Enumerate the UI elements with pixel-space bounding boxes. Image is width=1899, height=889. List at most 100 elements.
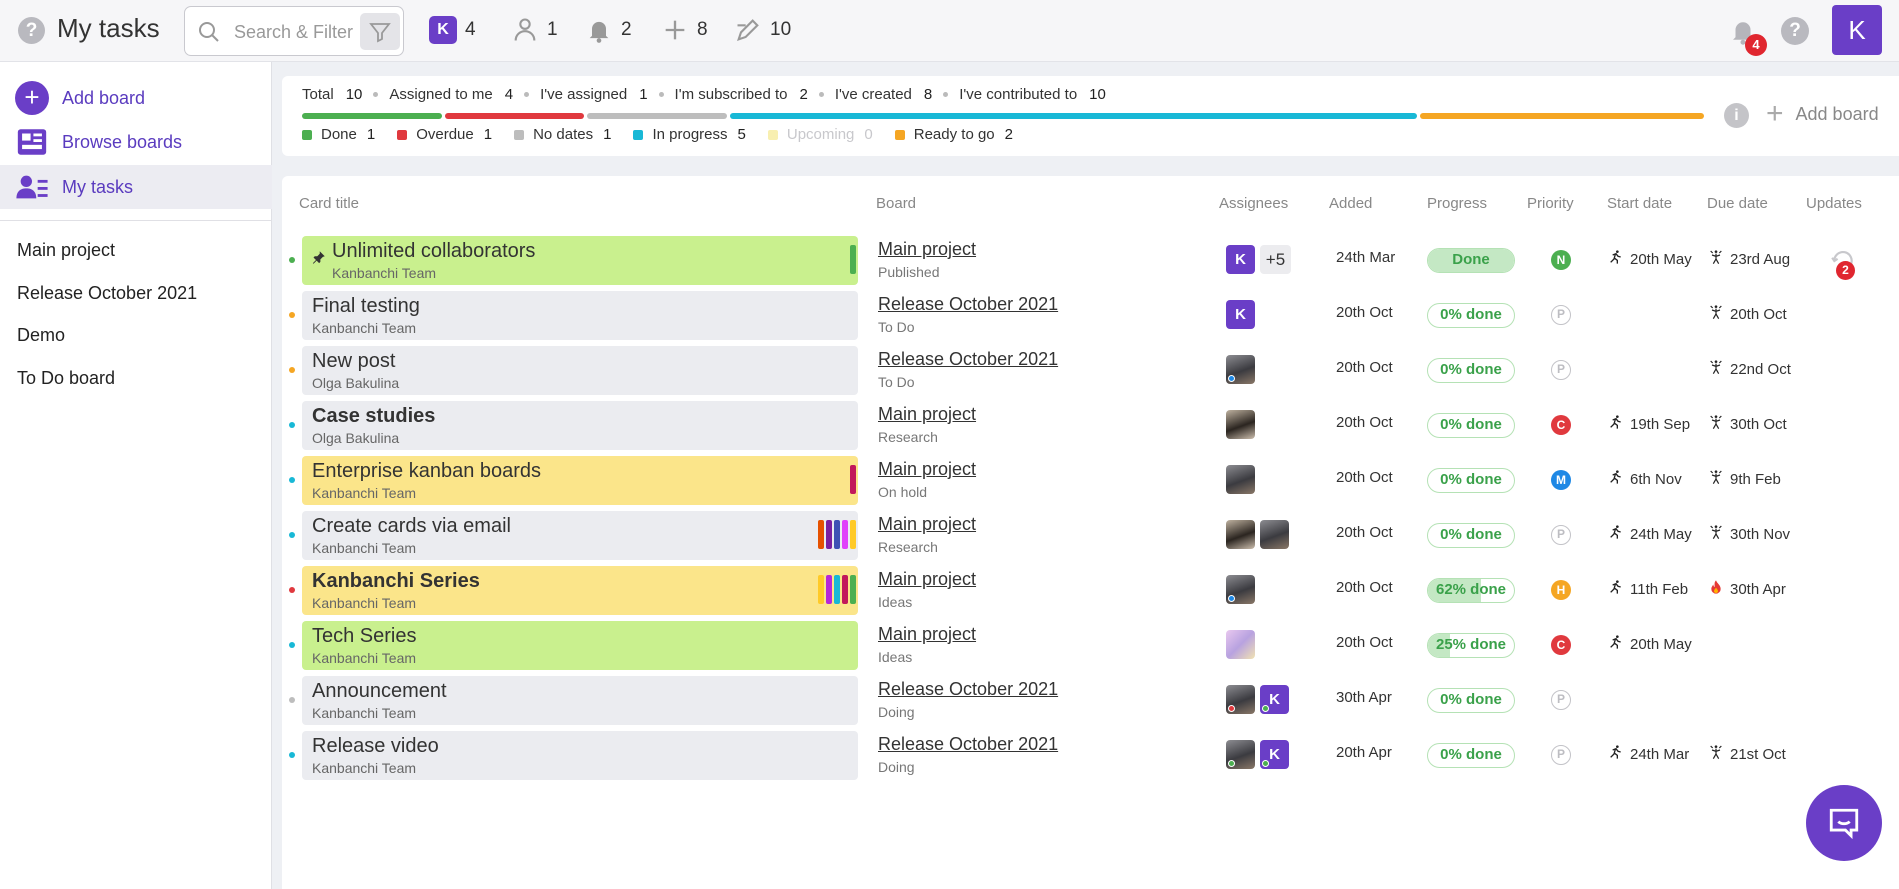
- help-icon[interactable]: ?: [18, 17, 45, 44]
- card-title-cell[interactable]: Case studies Olga Bakulina: [302, 401, 858, 450]
- priority-badge[interactable]: P: [1551, 360, 1571, 380]
- assignees-cell[interactable]: K: [1226, 740, 1289, 769]
- priority-badge[interactable]: C: [1551, 635, 1571, 655]
- assignee-avatar[interactable]: [1226, 575, 1255, 604]
- column-header-card-title[interactable]: Card title: [299, 195, 360, 212]
- board-cell[interactable]: Release October 2021 To Do: [878, 349, 1058, 390]
- assignee-avatar[interactable]: [1226, 630, 1255, 659]
- table-row[interactable]: Tech Series Kanbanchi Team Main project Ide…: [282, 620, 1899, 670]
- assignees-cell[interactable]: [1226, 520, 1289, 549]
- assignee-avatar[interactable]: K: [1226, 245, 1255, 274]
- chat-launcher-button[interactable]: [1806, 785, 1882, 861]
- assignees-cell[interactable]: [1226, 355, 1255, 384]
- assignee-avatar[interactable]: K: [1226, 300, 1255, 329]
- priority-badge[interactable]: P: [1551, 525, 1571, 545]
- board-cell[interactable]: Release October 2021 To Do: [878, 294, 1058, 335]
- board-cell[interactable]: Main project Research: [878, 404, 976, 445]
- assignees-cell[interactable]: [1226, 630, 1255, 659]
- board-link[interactable]: Release October 2021: [878, 294, 1059, 314]
- card-title-cell[interactable]: Tech Series Kanbanchi Team: [302, 621, 858, 670]
- legend-item[interactable]: Overdue 1: [397, 126, 492, 143]
- board-cell[interactable]: Release October 2021 Doing: [878, 679, 1058, 720]
- card-title-cell[interactable]: Final testing Kanbanchi Team: [302, 291, 858, 340]
- summary-count-0[interactable]: Total 10: [302, 86, 362, 103]
- table-row[interactable]: Create cards via email Kanbanchi Team Main…: [282, 510, 1899, 560]
- filter-button[interactable]: [360, 13, 400, 50]
- priority-badge[interactable]: M: [1551, 470, 1571, 490]
- board-link[interactable]: Main project: [878, 624, 977, 644]
- sidebar-board-main-project[interactable]: Main project: [17, 240, 116, 260]
- table-row[interactable]: Kanbanchi Series Kanbanchi Team Main proje…: [282, 565, 1899, 615]
- more-assignees-badge[interactable]: +5: [1260, 245, 1291, 274]
- card-title-cell[interactable]: Create cards via email Kanbanchi Team: [302, 511, 858, 560]
- info-icon[interactable]: i: [1724, 103, 1749, 128]
- assignee-avatar[interactable]: [1260, 520, 1289, 549]
- board-cell[interactable]: Main project Research: [878, 514, 976, 555]
- assignees-cell[interactable]: K +5: [1226, 245, 1291, 274]
- assignee-avatar[interactable]: [1226, 355, 1255, 384]
- legend-item[interactable]: In progress 5: [633, 126, 746, 143]
- summary-count-4[interactable]: I've created 8: [835, 86, 932, 103]
- assignee-avatar[interactable]: K: [1260, 685, 1289, 714]
- sidebar-board-release-october[interactable]: Release October 2021: [17, 283, 198, 303]
- board-cell[interactable]: Release October 2021 Doing: [878, 734, 1058, 775]
- board-cell[interactable]: Main project Ideas: [878, 624, 976, 665]
- sidebar-my-tasks[interactable]: My tasks: [0, 165, 272, 209]
- column-header-updates[interactable]: Updates: [1806, 195, 1862, 212]
- assignees-cell[interactable]: [1226, 575, 1255, 604]
- table-row[interactable]: Release video Kanbanchi Team Release Octob…: [282, 730, 1899, 780]
- card-title-cell[interactable]: Unlimited collaborators Kanbanchi Team: [302, 236, 858, 285]
- table-row[interactable]: Final testing Kanbanchi Team Release Octob…: [282, 290, 1899, 340]
- column-header-board[interactable]: Board: [876, 195, 917, 212]
- sidebar-board-to-do[interactable]: To Do board: [17, 368, 116, 388]
- table-row[interactable]: Unlimited collaborators Kanbanchi Team Mai…: [282, 235, 1899, 285]
- column-header-progress[interactable]: Progress: [1427, 195, 1488, 212]
- board-link[interactable]: Main project: [878, 459, 977, 479]
- priority-badge[interactable]: P: [1551, 745, 1571, 765]
- assignees-cell[interactable]: [1226, 465, 1255, 494]
- assignee-avatar[interactable]: [1226, 410, 1255, 439]
- assignee-avatar[interactable]: [1226, 740, 1255, 769]
- column-header-priority[interactable]: Priority: [1527, 195, 1574, 212]
- priority-badge[interactable]: P: [1551, 305, 1571, 325]
- card-title-cell[interactable]: Kanbanchi Series Kanbanchi Team: [302, 566, 858, 615]
- assignee-avatar[interactable]: [1226, 685, 1255, 714]
- help-question-icon[interactable]: ?: [1781, 17, 1809, 45]
- assignee-avatar[interactable]: [1226, 520, 1255, 549]
- user-avatar[interactable]: K: [1832, 5, 1882, 55]
- priority-badge[interactable]: H: [1551, 580, 1571, 600]
- board-link[interactable]: Main project: [878, 569, 977, 589]
- ive-assigned-stat[interactable]: 1: [511, 14, 558, 46]
- assignees-cell[interactable]: K: [1226, 685, 1289, 714]
- assignees-cell[interactable]: [1226, 410, 1255, 439]
- table-row[interactable]: Announcement Kanbanchi Team Release Octobe…: [282, 675, 1899, 725]
- assigned-to-me-stat[interactable]: K 4: [429, 14, 476, 46]
- column-header-due-date[interactable]: Due date: [1707, 195, 1768, 212]
- board-link[interactable]: Main project: [878, 239, 977, 259]
- search-filter-box[interactable]: Search & Filter: [184, 6, 404, 56]
- card-title-cell[interactable]: Announcement Kanbanchi Team: [302, 676, 858, 725]
- priority-badge[interactable]: P: [1551, 690, 1571, 710]
- board-link[interactable]: Release October 2021: [878, 349, 1059, 369]
- assignees-cell[interactable]: K: [1226, 300, 1255, 329]
- legend-item[interactable]: No dates 1: [514, 126, 611, 143]
- assignee-avatar[interactable]: K: [1260, 740, 1289, 769]
- legend-item[interactable]: Upcoming 0: [767, 126, 873, 143]
- board-cell[interactable]: Main project Ideas: [878, 569, 976, 610]
- card-title-cell[interactable]: Enterprise kanban boards Kanbanchi Team: [302, 456, 858, 505]
- sidebar-add-board[interactable]: + Add board: [0, 76, 272, 120]
- summary-count-2[interactable]: I've assigned 1: [540, 86, 647, 103]
- legend-item[interactable]: Ready to go 2: [894, 126, 1013, 143]
- column-header-start-date[interactable]: Start date: [1607, 195, 1673, 212]
- notifications-bell-icon[interactable]: [1728, 16, 1758, 46]
- assignee-avatar[interactable]: [1226, 465, 1255, 494]
- board-cell[interactable]: Main project On hold: [878, 459, 976, 500]
- column-header-added[interactable]: Added: [1329, 195, 1373, 212]
- priority-badge[interactable]: C: [1551, 415, 1571, 435]
- legend-item[interactable]: Done 1: [302, 126, 375, 143]
- board-cell[interactable]: Main project Published: [878, 239, 976, 280]
- board-link[interactable]: Release October 2021: [878, 679, 1059, 699]
- created-stat[interactable]: 8: [661, 14, 708, 46]
- card-title-cell[interactable]: Release video Kanbanchi Team: [302, 731, 858, 780]
- card-title-cell[interactable]: New post Olga Bakulina: [302, 346, 858, 395]
